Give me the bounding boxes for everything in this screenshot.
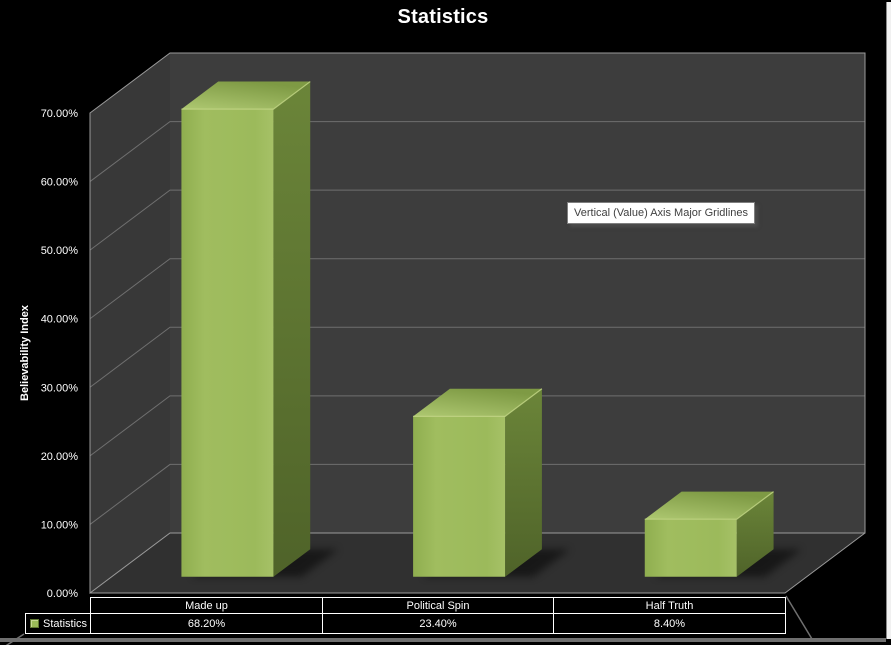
bar-bevel-edge — [181, 81, 311, 110]
y-axis-tick-label[interactable]: 30.00% — [41, 382, 79, 394]
major-gridline[interactable] — [89, 463, 865, 525]
chart-title[interactable]: Statistics — [397, 6, 489, 28]
table-value-cell-made-up[interactable]: 68.20% — [90, 613, 323, 634]
bar-made-up[interactable] — [181, 81, 311, 577]
right-scrollbar[interactable] — [886, 2, 891, 639]
y-axis-tick-label[interactable]: 0.00% — [47, 588, 78, 600]
bar-bevel-edge — [413, 388, 543, 417]
bar-top-face[interactable] — [644, 491, 774, 520]
major-gridline[interactable] — [89, 258, 865, 320]
side-wall[interactable] — [90, 53, 170, 593]
bar-half-truth[interactable] — [644, 491, 774, 577]
bar-front-face[interactable] — [181, 109, 274, 577]
table-header-cell-half-truth[interactable]: Half Truth — [553, 597, 786, 614]
y-axis-tick-label[interactable]: 40.00% — [41, 314, 79, 326]
y-axis-tick-label[interactable]: 10.00% — [41, 519, 79, 531]
table-header-cell-half-truth-text: Half Truth — [645, 599, 694, 612]
window-bottom-edge — [0, 638, 886, 642]
back-wall[interactable] — [170, 53, 865, 533]
table-header-cell-made-up[interactable]: Made up — [90, 597, 323, 614]
major-gridline[interactable] — [89, 326, 865, 388]
bar-political-spin[interactable] — [413, 388, 543, 577]
table-value-cell-made-up-text: 68.20% — [187, 617, 226, 630]
bar-top-face[interactable] — [413, 388, 542, 417]
table-header-cell-political-spin-text: Political Spin — [406, 599, 470, 612]
table-value-cell-half-truth[interactable]: 8.40% — [553, 613, 786, 634]
bar-front-face[interactable] — [413, 416, 506, 577]
wall-outline — [89, 52, 866, 594]
major-gridline[interactable] — [89, 189, 865, 251]
table-legend-cell-text: Statistics — [43, 617, 88, 630]
bar-bevel-edge — [644, 491, 774, 520]
series-legend-marker — [30, 619, 39, 628]
y-axis-tick-label[interactable]: 20.00% — [41, 451, 79, 463]
bar-side-face[interactable] — [273, 81, 311, 577]
bar-front-face[interactable] — [644, 519, 737, 577]
bar-top-face[interactable] — [181, 81, 311, 110]
gridlines-tooltip-text: Vertical (Value) Axis Major Gridlines — [574, 207, 749, 219]
major-gridline[interactable] — [89, 395, 865, 457]
y-axis-tick-label[interactable]: 60.00% — [41, 177, 79, 189]
major-gridline[interactable] — [89, 121, 865, 182]
y-axis-tick-label[interactable]: 50.00% — [41, 245, 79, 257]
bar-side-face[interactable] — [505, 388, 542, 577]
table-value-cell-political-spin-text: 23.40% — [419, 617, 457, 630]
table-value-cell-half-truth-text: 8.40% — [653, 617, 686, 630]
table-header-cell-made-up-text: Made up — [185, 599, 228, 612]
y-axis-title[interactable]: Believability Index — [19, 304, 31, 401]
table-value-cell-political-spin[interactable]: 23.40% — [322, 613, 554, 634]
gridlines-tooltip: Vertical (Value) Axis Major Gridlines — [567, 202, 756, 224]
table-header-cell-political-spin[interactable]: Political Spin — [322, 597, 554, 614]
table-legend-cell[interactable]: Statistics — [25, 613, 91, 634]
y-axis-tick-label[interactable]: 70.00% — [41, 108, 79, 120]
